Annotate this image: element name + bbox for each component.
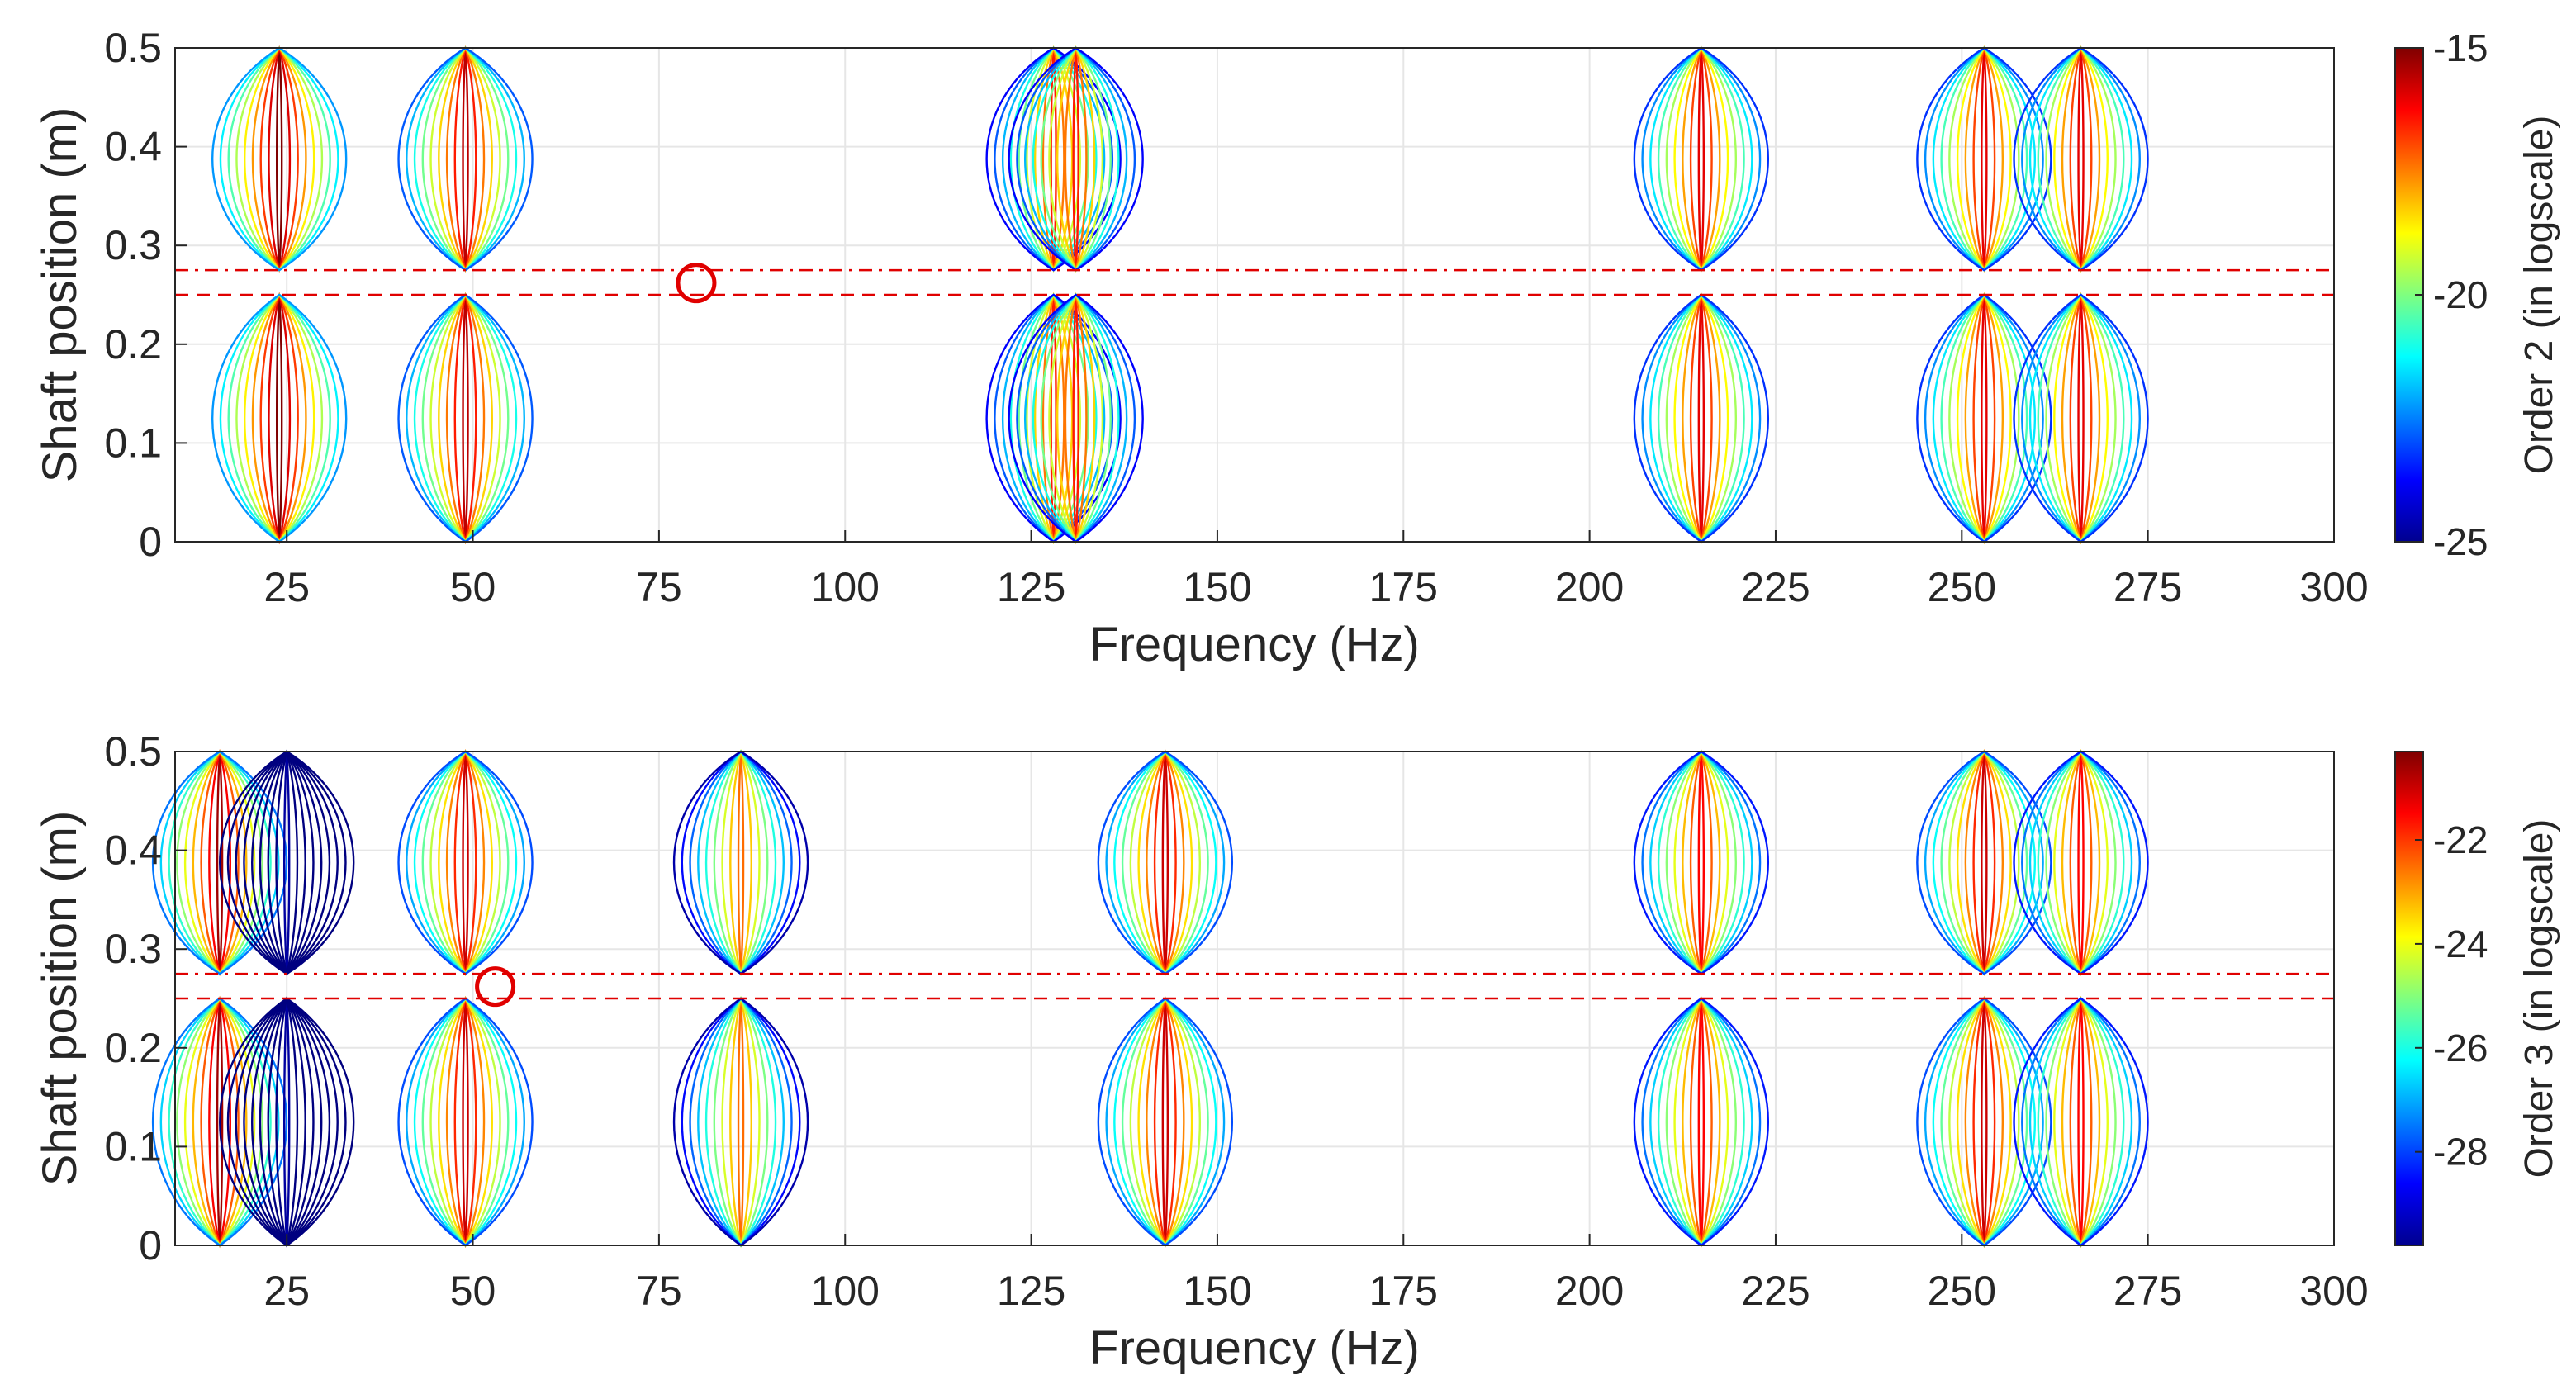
- y-tick-label: 0.1: [104, 420, 162, 466]
- x-tick-label: 175: [1369, 1268, 1438, 1314]
- x-tick-label: 150: [1183, 564, 1251, 610]
- colorbar-ticks: -28 -26 -24 -22: [2415, 818, 2488, 1174]
- colorbar-tick-label: -15: [2433, 26, 2488, 69]
- y-tick-label: 0.2: [104, 1025, 162, 1071]
- y-tick-label: 0.4: [104, 124, 162, 170]
- colorbar-label: Order 2 (in logscale): [2517, 116, 2561, 475]
- y-tick-label: 0: [139, 1222, 162, 1269]
- x-tick-label: 250: [1928, 564, 1996, 610]
- x-tick-label: 25: [263, 564, 310, 610]
- y-tick-label: 0: [139, 519, 162, 565]
- colorbar-tick-label: -25: [2433, 520, 2488, 563]
- highlight-circle: [475, 966, 516, 1008]
- x-axis-label: Frequency (Hz): [1089, 618, 1420, 671]
- y-tick-labels: 0 0.1 0.2 0.3 0.4 0.5: [104, 728, 187, 1269]
- y-tick-label: 0.3: [104, 926, 162, 972]
- contour-line: [211, 46, 348, 272]
- x-tick-label: 275: [2113, 564, 2182, 610]
- x-tick-label: 125: [997, 1268, 1065, 1314]
- x-tick-label: 50: [450, 564, 496, 610]
- x-tick-labels: 25 50 75 100 125 150 175 200 225 250 275 300: [263, 530, 2369, 610]
- contour-line: [1916, 46, 2052, 272]
- colorbar-label: Order 3 (in logscale): [2517, 819, 2561, 1178]
- x-tick-label: 225: [1741, 1268, 1810, 1314]
- colorbar-ticks: -25 -20 -15: [2415, 26, 2488, 563]
- x-tick-label: 225: [1741, 564, 1810, 610]
- y-axis-label: Shaft position (m): [33, 107, 87, 483]
- x-tick-labels: 25 50 75 100 125 150 175 200 225 250 275 300: [263, 1234, 2369, 1314]
- colorbar-tick-label: -24: [2433, 922, 2488, 965]
- x-tick-label: 275: [2113, 1268, 2182, 1314]
- contour-line: [985, 46, 1122, 272]
- x-tick-label: 200: [1555, 564, 1624, 610]
- x-tick-label: 75: [636, 1268, 682, 1314]
- order-3-contour-panel: 25 50 75 100 125 150 175 200 225 250 275 300 0 0.1 0.…: [33, 728, 2561, 1375]
- x-tick-label: 300: [2299, 564, 2368, 610]
- reference-lines: [175, 972, 2334, 1000]
- y-tick-labels: 0 0.1 0.2 0.3 0.4 0.5: [104, 25, 187, 565]
- x-tick-label: 50: [450, 1268, 496, 1314]
- x-tick-label: 100: [811, 564, 880, 610]
- x-tick-label: 125: [997, 564, 1065, 610]
- x-tick-label: 100: [811, 1268, 880, 1314]
- y-tick-label: 0.5: [104, 25, 162, 71]
- y-tick-label: 0.4: [104, 828, 162, 874]
- reference-lines: [175, 268, 2334, 296]
- order-2-contour-panel: 25 50 75 100 125 150 175 200 225 250 275 300 0 0.1 0.…: [33, 25, 2561, 671]
- x-tick-label: 175: [1369, 564, 1438, 610]
- colorbar-tick-label: -28: [2433, 1131, 2488, 1174]
- y-axis-label: Shaft position (m): [33, 811, 87, 1187]
- y-tick-label: 0.1: [104, 1123, 162, 1169]
- x-tick-label: 150: [1183, 1268, 1251, 1314]
- x-tick-label: 75: [636, 564, 682, 610]
- x-tick-label: 250: [1928, 1268, 1996, 1314]
- x-axis-label: Frequency (Hz): [1089, 1321, 1420, 1375]
- highlight-circle: [676, 263, 717, 304]
- colorbar: [2394, 751, 2424, 1246]
- x-tick-label: 200: [1555, 1268, 1624, 1314]
- x-tick-label: 300: [2299, 1268, 2368, 1314]
- contour-line: [1916, 750, 2052, 975]
- colorbar-tick-label: -22: [2433, 818, 2488, 861]
- y-tick-label: 0.3: [104, 222, 162, 268]
- colorbar-tick-label: -20: [2433, 273, 2488, 316]
- y-tick-label: 0.5: [104, 728, 162, 775]
- x-tick-label: 25: [263, 1268, 310, 1314]
- y-tick-label: 0.2: [104, 321, 162, 368]
- colorbar-tick-label: -26: [2433, 1027, 2488, 1069]
